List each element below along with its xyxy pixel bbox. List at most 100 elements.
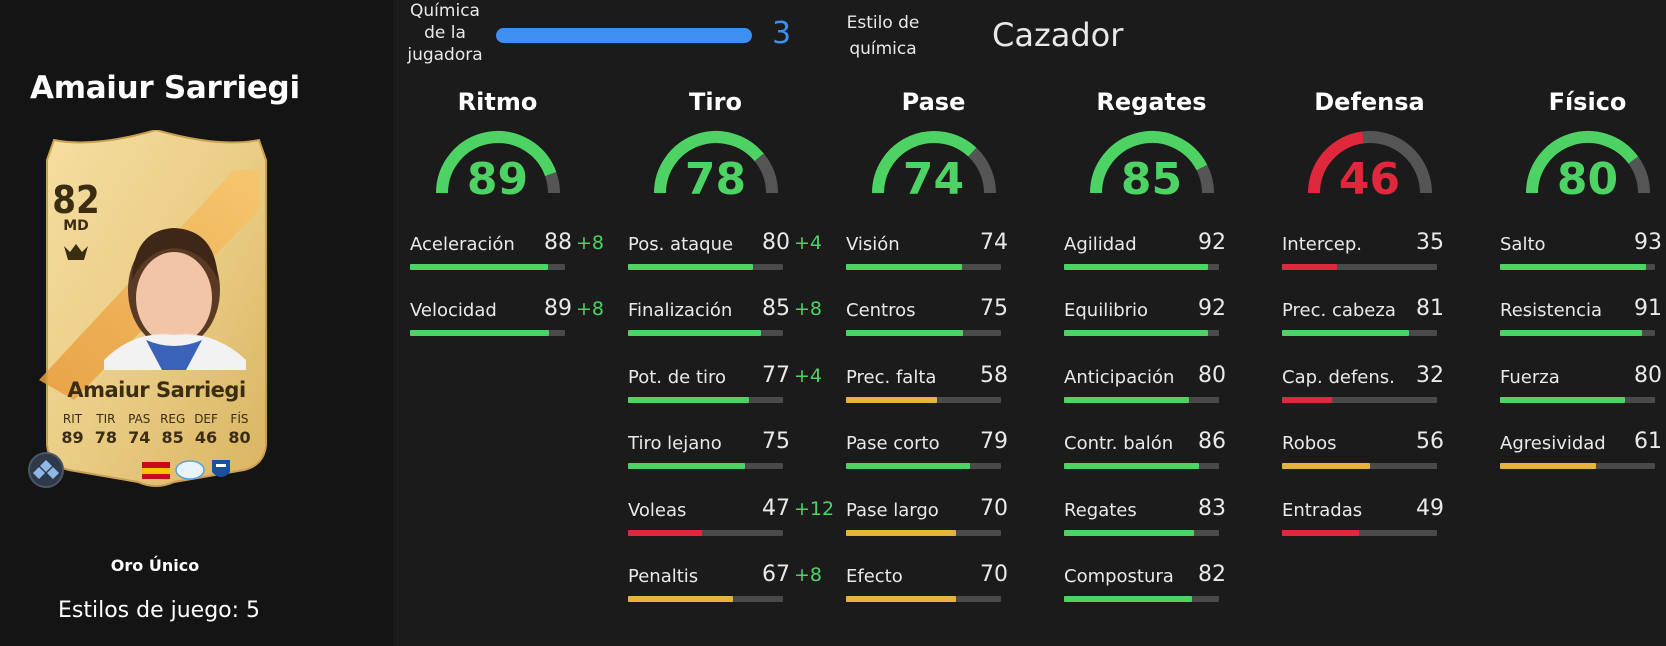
attribute-label: Fuerza xyxy=(1500,367,1560,388)
attribute-bar-fill xyxy=(846,330,964,336)
playstyles-count[interactable]: Estilos de juego: 5 xyxy=(58,598,261,623)
attribute-row[interactable]: Penaltis 67 +8 xyxy=(628,562,822,606)
attribute-bar-fill xyxy=(1064,264,1209,270)
attribute-label: Prec. cabeza xyxy=(1282,300,1396,321)
attribute-row[interactable]: Salto 93 xyxy=(1500,230,1662,274)
card-stat-value: 46 xyxy=(194,428,218,447)
attribute-value: 88 xyxy=(544,230,572,255)
attribute-label: Pot. de tiro xyxy=(628,367,727,388)
attribute-value: 80 xyxy=(1634,363,1662,388)
attribute-label: Voleas xyxy=(628,500,687,521)
attribute-value: 91 xyxy=(1634,296,1662,321)
attribute-bar xyxy=(1064,596,1219,602)
attribute-category-title: Tiro xyxy=(689,88,742,116)
attribute-row[interactable]: Tiro lejano 75 xyxy=(628,429,790,473)
attribute-row[interactable]: Centros 75 xyxy=(846,296,1008,340)
attribute-row[interactable]: Efecto 70 xyxy=(846,562,1008,606)
attribute-bar-fill xyxy=(1064,530,1194,536)
attribute-label: Tiro lejano xyxy=(628,433,722,454)
chemistry-boost: +12 xyxy=(794,498,835,520)
attribute-row[interactable]: Pase corto 79 xyxy=(846,429,1008,473)
attribute-row[interactable]: Robos 56 xyxy=(1282,429,1444,473)
attribute-row[interactable]: Agresividad 61 xyxy=(1500,429,1662,473)
attribute-gauge xyxy=(436,131,560,194)
attribute-row[interactable]: Agilidad 92 xyxy=(1064,230,1226,274)
attribute-bar-fill xyxy=(1282,530,1359,536)
attribute-bar xyxy=(1500,264,1655,270)
attribute-label: Aceleración xyxy=(410,234,515,255)
attribute-bar-fill xyxy=(846,264,962,270)
attribute-gauge xyxy=(1090,131,1214,194)
attribute-category-rating: 78 xyxy=(684,154,747,205)
attribute-row[interactable]: Aceleración 88 +8 xyxy=(410,230,604,274)
gauge-track xyxy=(968,147,996,194)
gauge-track xyxy=(544,171,560,194)
attribute-label: Cap. defens. xyxy=(1282,367,1395,388)
attribute-bar-fill xyxy=(410,264,548,270)
attribute-row[interactable]: Prec. cabeza 81 xyxy=(1282,296,1444,340)
attribute-label: Agilidad xyxy=(1064,234,1137,255)
attribute-row[interactable]: Regates 83 xyxy=(1064,496,1226,540)
player-card[interactable]: 82 MD Amaiur Sarriegi RIT TIR PAS REG DE… xyxy=(34,130,279,490)
attribute-bar xyxy=(846,463,1001,469)
card-stat-values: 89 78 74 85 46 80 xyxy=(56,428,256,447)
attribute-row[interactable]: Equilibrio 92 xyxy=(1064,296,1226,340)
attribute-row[interactable]: Fuerza 80 xyxy=(1500,363,1662,407)
attribute-row[interactable]: Pot. de tiro 77 +4 xyxy=(628,363,822,407)
attribute-value: 67 xyxy=(762,562,790,587)
attribute-bar xyxy=(1282,264,1437,270)
attribute-row[interactable]: Anticipación 80 xyxy=(1064,363,1226,407)
attribute-row[interactable]: Velocidad 89 +8 xyxy=(410,296,604,340)
gauge-fill xyxy=(436,131,557,194)
attribute-label: Centros xyxy=(846,300,916,321)
card-stat-value: 78 xyxy=(94,428,118,447)
attribute-category-rating: 85 xyxy=(1120,154,1183,205)
attribute-bar xyxy=(1064,530,1219,536)
attribute-bar-fill xyxy=(846,397,937,403)
attribute-label: Entradas xyxy=(1282,500,1363,521)
attribute-value: 75 xyxy=(980,296,1008,321)
attribute-row[interactable]: Compostura 82 xyxy=(1064,562,1226,606)
attribute-bar-fill xyxy=(410,330,550,336)
attribute-row[interactable]: Pase largo 70 xyxy=(846,496,1008,540)
attribute-bar-fill xyxy=(628,330,762,336)
attribute-row[interactable]: Resistencia 91 xyxy=(1500,296,1662,340)
attribute-value: 82 xyxy=(1198,562,1226,587)
chemistry-diamond-icon[interactable] xyxy=(28,452,64,488)
attribute-bar-fill xyxy=(1064,397,1190,403)
card-stat-label: FÍS xyxy=(230,412,249,426)
attribute-value: 75 xyxy=(762,429,790,454)
attribute-value: 93 xyxy=(1634,230,1662,255)
card-stat-labels: RIT TIR PAS REG DEF FÍS xyxy=(56,412,256,426)
attribute-category-rating: 74 xyxy=(902,154,965,205)
attribute-category-rating: 89 xyxy=(466,154,529,205)
attribute-bar xyxy=(1282,330,1437,336)
attribute-value: 49 xyxy=(1416,496,1444,521)
attribute-value: 32 xyxy=(1416,363,1444,388)
attribute-value: 92 xyxy=(1198,230,1226,255)
attribute-label: Finalización xyxy=(628,300,733,321)
attribute-row[interactable]: Cap. defens. 32 xyxy=(1282,363,1444,407)
attribute-value: 56 xyxy=(1416,429,1444,454)
chemistry-boost: +8 xyxy=(794,564,823,586)
attribute-row[interactable]: Prec. falta 58 xyxy=(846,363,1008,407)
attribute-category-title: Defensa xyxy=(1314,88,1425,116)
attribute-row[interactable]: Visión 74 xyxy=(846,230,1008,274)
attribute-row[interactable]: Pos. ataque 80 +4 xyxy=(628,230,822,274)
attribute-bar xyxy=(1282,530,1437,536)
attribute-row[interactable]: Entradas 49 xyxy=(1282,496,1444,540)
attribute-row[interactable]: Finalización 85 +8 xyxy=(628,296,822,340)
attribute-bar xyxy=(628,463,783,469)
attribute-value: 35 xyxy=(1416,230,1444,255)
attribute-bar xyxy=(410,264,565,270)
attribute-bar xyxy=(628,596,783,602)
club-crest-icon xyxy=(212,460,230,477)
attribute-row[interactable]: Contr. balón 86 xyxy=(1064,429,1226,473)
attribute-bar xyxy=(846,330,1001,336)
attribute-row[interactable]: Voleas 47 +12 xyxy=(628,496,834,540)
attribute-row[interactable]: Intercep. 35 xyxy=(1282,230,1444,274)
attribute-value: 86 xyxy=(1198,429,1226,454)
chemistry-style-value[interactable]: Cazador xyxy=(992,16,1124,54)
attribute-value: 47 xyxy=(762,496,790,521)
attribute-bar xyxy=(846,264,1001,270)
